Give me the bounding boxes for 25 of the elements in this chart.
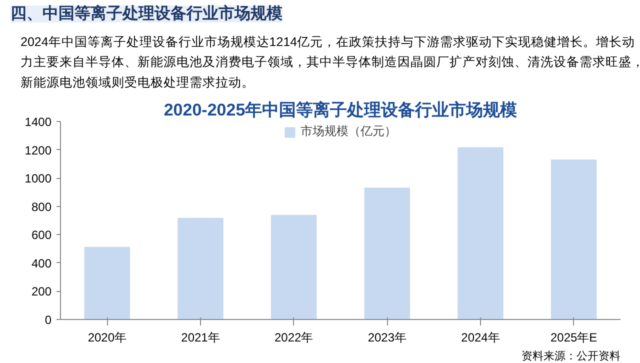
x-tick-label: 2024年 bbox=[461, 330, 500, 344]
y-tick-label: 1200 bbox=[24, 143, 52, 158]
chart-title: 2020-2025年中国等离子处理设备行业市场规模 bbox=[164, 100, 518, 120]
y-tick-label: 400 bbox=[31, 256, 52, 270]
x-tick-label: 2021年 bbox=[181, 330, 220, 344]
y-tick-label: 600 bbox=[31, 228, 52, 242]
text: 2024年中国等离子处理设备行业市场规模达1214亿元，在政策扶持与下游需求驱动下实现稳健增长。增长动力主要来自半导体、新能源电池及消费电子领域，其中半导体制造因晶圆厂扩产对刻蚀、清洗设备需求旺盛，新能源电池领域则受电极处理需求拉动。 bbox=[20, 34, 640, 90]
x-tick-label: 2025年E bbox=[550, 330, 598, 344]
y-tick-label: 800 bbox=[31, 200, 52, 214]
y-tick-label: 0 bbox=[44, 313, 52, 327]
text: 四、中国等离子处理设备行业市场规模 bbox=[10, 4, 282, 22]
x-tick-label: 2023年 bbox=[368, 330, 407, 344]
x-tick-label: 2022年 bbox=[274, 330, 314, 344]
x-tick-label: 2020年 bbox=[88, 330, 127, 344]
y-tick-label: 200 bbox=[31, 284, 52, 299]
bar bbox=[364, 188, 410, 320]
y-tick-label: 1400 bbox=[24, 115, 52, 129]
bar bbox=[458, 147, 504, 320]
text: 资料来源：公开资料 bbox=[522, 350, 620, 362]
bar bbox=[550, 159, 597, 320]
y-tick-label: 1000 bbox=[24, 172, 52, 186]
legend-label: 市场规模（亿元） bbox=[300, 123, 396, 140]
bar bbox=[270, 214, 317, 320]
bar bbox=[84, 246, 130, 320]
bar bbox=[178, 218, 224, 320]
